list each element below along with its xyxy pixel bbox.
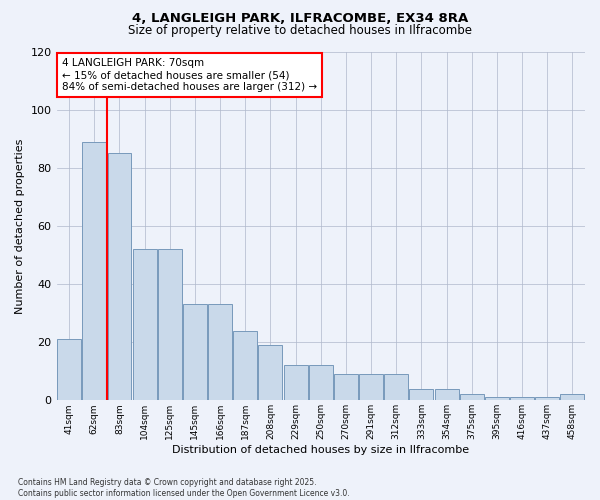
Bar [133, 249, 157, 400]
Bar [82, 142, 106, 400]
Bar [107, 153, 131, 400]
Bar [409, 388, 433, 400]
Y-axis label: Number of detached properties: Number of detached properties [15, 138, 25, 314]
Bar [309, 366, 333, 400]
Bar [158, 249, 182, 400]
Bar [233, 330, 257, 400]
Bar [334, 374, 358, 400]
Text: 4, LANGLEIGH PARK, ILFRACOMBE, EX34 8RA: 4, LANGLEIGH PARK, ILFRACOMBE, EX34 8RA [132, 12, 468, 26]
Bar [183, 304, 207, 400]
Text: Contains HM Land Registry data © Crown copyright and database right 2025.
Contai: Contains HM Land Registry data © Crown c… [18, 478, 350, 498]
Bar [535, 398, 559, 400]
Bar [510, 398, 534, 400]
Text: 4 LANGLEIGH PARK: 70sqm
← 15% of detached houses are smaller (54)
84% of semi-de: 4 LANGLEIGH PARK: 70sqm ← 15% of detache… [62, 58, 317, 92]
Bar [208, 304, 232, 400]
Bar [259, 345, 283, 401]
Bar [434, 388, 458, 400]
Bar [385, 374, 408, 400]
Bar [284, 366, 308, 400]
Bar [57, 340, 81, 400]
Bar [359, 374, 383, 400]
Text: Size of property relative to detached houses in Ilfracombe: Size of property relative to detached ho… [128, 24, 472, 37]
Bar [560, 394, 584, 400]
Bar [460, 394, 484, 400]
X-axis label: Distribution of detached houses by size in Ilfracombe: Distribution of detached houses by size … [172, 445, 469, 455]
Bar [485, 398, 509, 400]
